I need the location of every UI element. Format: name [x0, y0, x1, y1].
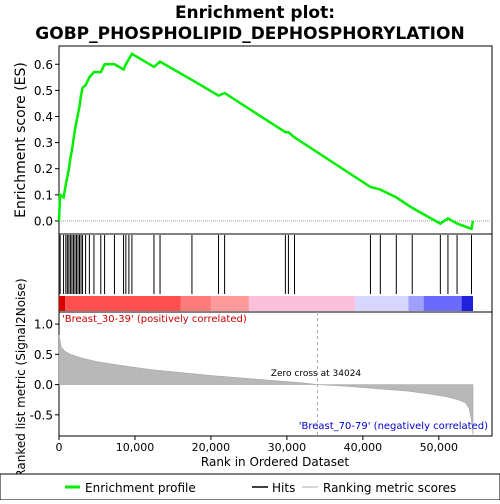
positive-label: 'Breast_30-39' (positively correlated) — [62, 314, 247, 325]
x-tick-label: 40,000 — [344, 441, 383, 454]
x-tick-label: 10,000 — [116, 441, 155, 454]
x-axis: 0 10,000 20,000 30,000 40,000 50,000 — [56, 436, 459, 454]
metric-ylabel: Ranked list metric (Signal2Noise) — [14, 278, 28, 477]
negative-label: 'Breast_70-79' (negatively correlated) — [299, 421, 488, 432]
rank-color-band — [461, 296, 474, 311]
metric-fill — [58, 312, 474, 436]
metric-tick-label: 0.5 — [34, 348, 53, 362]
rank-color-band — [248, 296, 356, 311]
metric-area-path — [58, 334, 474, 435]
chart-title-line1: Enrichment plot: — [175, 3, 335, 23]
enrichment-profile — [57, 52, 475, 231]
rank-color-band — [210, 296, 249, 311]
zero-cross-label: Zero cross at 34024 — [271, 369, 362, 379]
x-tick-label: 30,000 — [268, 441, 307, 454]
es-tick-label: 0.0 — [34, 214, 53, 228]
metric-tick-label: 0.0 — [34, 378, 53, 392]
es-tick-label: 0.4 — [34, 110, 53, 124]
chart-title-line2: GOBP_PHOSPHOLIPID_DEPHOSPHORYLATION — [35, 24, 464, 44]
enrichment-line — [57, 52, 475, 231]
metric-axis: 1.0 0.5 0.0 -0.5 — [30, 318, 59, 422]
legend-metric-label: Ranking metric scores — [323, 481, 456, 495]
legend-enrichment-label: Enrichment profile — [85, 481, 196, 495]
metric-tick-label: 1.0 — [34, 318, 53, 332]
x-axis-label: Rank in Ordered Dataset — [201, 455, 349, 469]
es-ylabel: Enrichment score (ES) — [13, 62, 29, 218]
rank-color-band — [355, 296, 409, 311]
rank-color-band — [65, 296, 181, 311]
x-tick-label: 20,000 — [192, 441, 231, 454]
hit-markers — [59, 235, 472, 294]
es-tick-label: 0.1 — [34, 188, 53, 202]
x-tick-label: 50,000 — [420, 441, 459, 454]
rank-color-band — [59, 296, 66, 311]
legend-hits-label: Hits — [272, 481, 295, 495]
metric-tick-label: -0.5 — [30, 408, 53, 422]
rank-color-strip — [59, 296, 474, 311]
legend: Enrichment profile Hits Ranking metric s… — [0, 473, 500, 501]
es-tick-label: 0.3 — [34, 136, 53, 150]
rank-color-band — [180, 296, 211, 311]
es-tick-label: 0.6 — [34, 58, 53, 72]
es-tick-label: 0.2 — [34, 162, 53, 176]
x-tick-label: 0 — [56, 441, 63, 454]
rank-color-band — [423, 296, 462, 311]
rank-color-band — [408, 296, 424, 311]
es-axis: 0.0 0.1 0.2 0.3 0.4 0.5 0.6 — [34, 58, 492, 228]
es-panel — [58, 45, 493, 235]
es-tick-label: 0.5 — [34, 84, 53, 98]
